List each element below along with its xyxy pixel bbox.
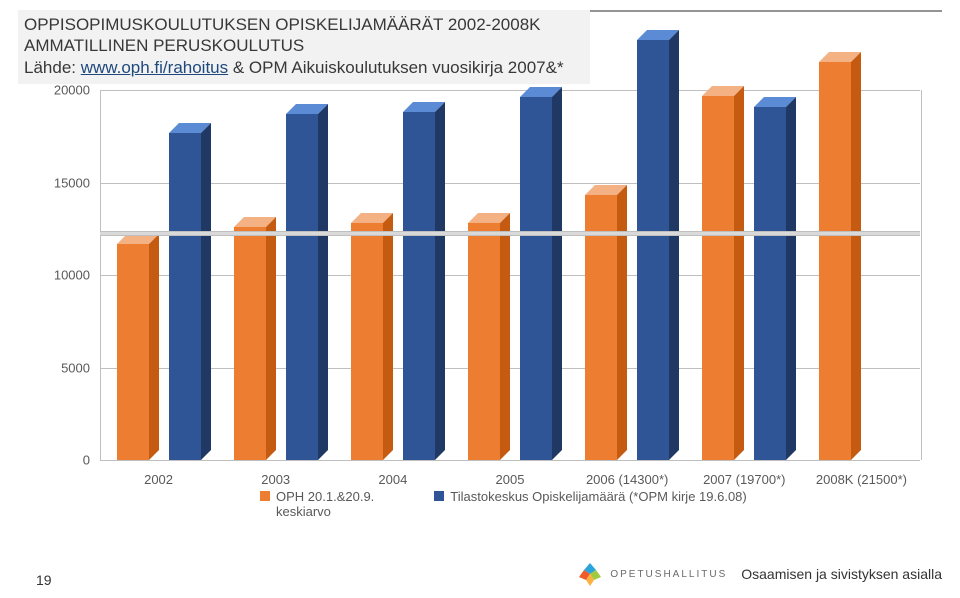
logo-text: OPETUSHALLITUS: [610, 569, 727, 580]
y-tick-label: 20000: [40, 83, 90, 98]
legend-swatch-1: [260, 491, 270, 501]
title-line-1: OPPISOPIMUSKOULUTUKSEN OPISKELIJAMÄÄRÄT …: [24, 14, 584, 35]
bar: [754, 107, 786, 460]
legend-label-1-line1: OPH 20.1.&20.9.: [276, 489, 374, 505]
title-box: OPPISOPIMUSKOULUTUKSEN OPISKELIJAMÄÄRÄT …: [18, 10, 590, 84]
x-category-label: 2006 (14300*): [586, 472, 668, 487]
x-category-label: 2003: [261, 472, 290, 487]
logo: OPETUSHALLITUS: [576, 560, 727, 588]
legend-swatch-2: [434, 491, 444, 501]
source-prefix: Lähde:: [24, 58, 81, 77]
x-category-label: 2005: [496, 472, 525, 487]
average-line: [100, 232, 920, 235]
legend-label-1: OPH 20.1.&20.9. keskiarvo: [276, 489, 374, 520]
legend: OPH 20.1.&20.9. keskiarvo Tilastokeskus …: [260, 489, 747, 520]
legend-label-1-line2: keskiarvo: [276, 504, 374, 520]
footer: 19 OPETUSHALLITUS Osaamisen ja sivistyks…: [36, 560, 942, 588]
footer-right: OPETUSHALLITUS Osaamisen ja sivistyksen …: [576, 560, 942, 588]
title-line-2: AMMATILLINEN PERUSKOULUTUS: [24, 35, 584, 56]
bar: [520, 97, 552, 460]
bar-chart: 0500010000150002000020022003200420052006…: [40, 90, 920, 520]
y-tick-label: 15000: [40, 175, 90, 190]
slide: OPPISOPIMUSKOULUTUKSEN OPISKELIJAMÄÄRÄT …: [0, 0, 960, 598]
bar: [234, 227, 266, 460]
x-category-label: 2007 (19700*): [703, 472, 785, 487]
source-suffix: & OPM Aikuiskoulutuksen vuosikirja 2007&…: [228, 58, 563, 77]
bar: [819, 62, 851, 460]
source-link[interactable]: www.oph.fi/rahoitus: [81, 58, 228, 77]
bar: [351, 223, 383, 460]
bar: [637, 40, 669, 460]
y-tick-label: 0: [40, 453, 90, 468]
legend-item-1: OPH 20.1.&20.9. keskiarvo: [260, 489, 374, 520]
bar: [702, 96, 734, 460]
legend-item-2: Tilastokeskus Opiskelijamäärä (*OPM kirj…: [434, 489, 746, 520]
bar: [169, 133, 201, 460]
plot-border: [100, 90, 922, 460]
footer-right-text: Osaamisen ja sivistyksen asialla: [741, 566, 942, 582]
plot-area: 0500010000150002000020022003200420052006…: [100, 90, 920, 460]
gridline: [100, 460, 920, 461]
legend-label-2-line1: Tilastokeskus Opiskelijamäärä (*OPM kirj…: [450, 489, 746, 505]
y-tick-label: 10000: [40, 268, 90, 283]
x-category-label: 2008K (21500*): [816, 472, 907, 487]
page-number: 19: [36, 572, 52, 588]
bar: [117, 244, 149, 460]
title-source: Lähde: www.oph.fi/rahoitus & OPM Aikuisk…: [24, 57, 584, 78]
logo-icon: [576, 560, 604, 588]
bar: [468, 223, 500, 460]
y-tick-label: 5000: [40, 360, 90, 375]
bar: [403, 112, 435, 460]
bar: [286, 114, 318, 460]
x-category-label: 2004: [378, 472, 407, 487]
x-category-label: 2002: [144, 472, 173, 487]
legend-label-2: Tilastokeskus Opiskelijamäärä (*OPM kirj…: [450, 489, 746, 505]
